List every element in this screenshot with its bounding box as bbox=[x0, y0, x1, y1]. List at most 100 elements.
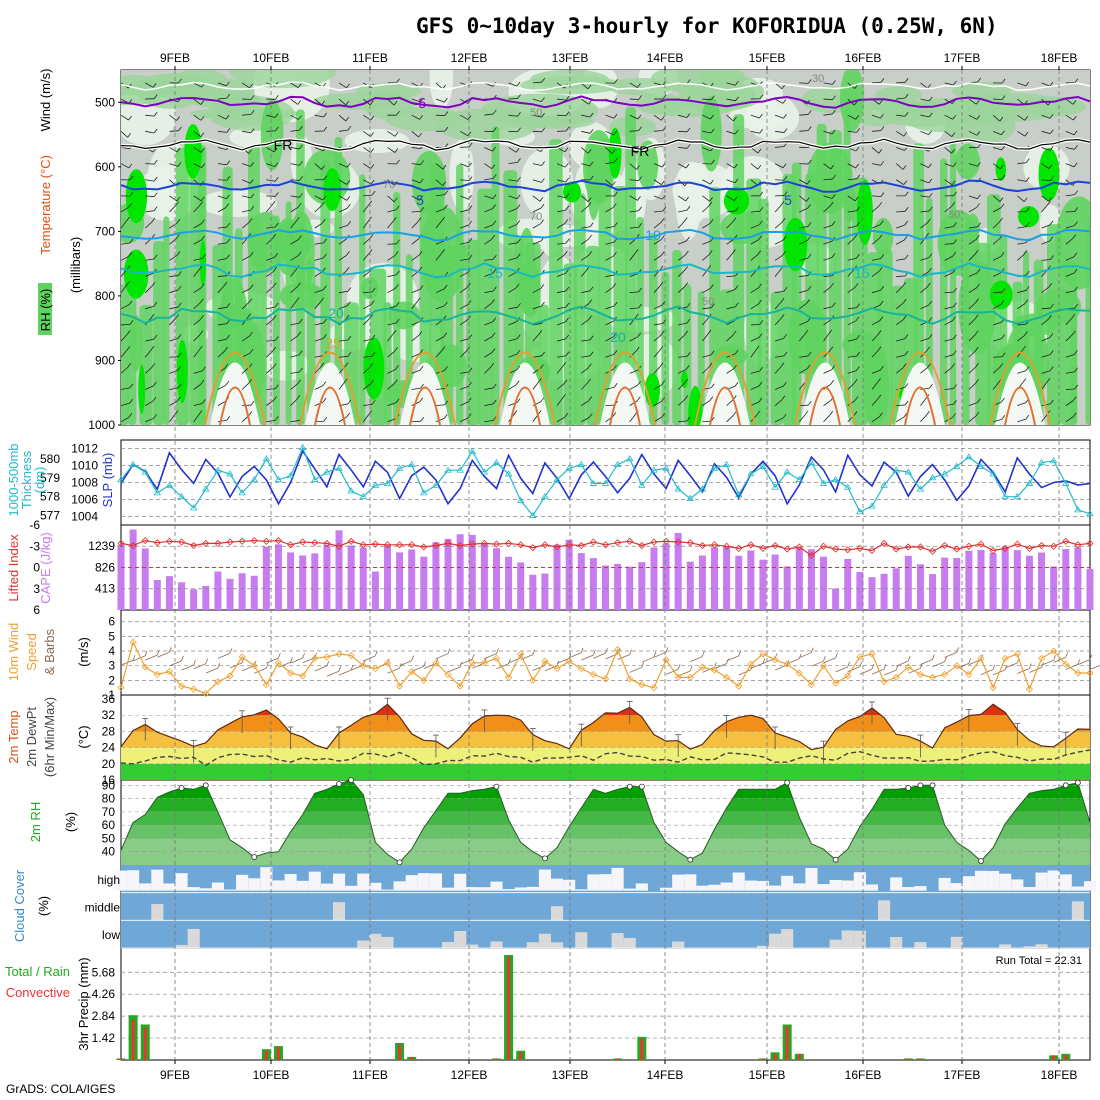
cape-bar bbox=[698, 555, 706, 610]
wind-barb bbox=[1041, 370, 1051, 374]
wind-barb bbox=[799, 289, 809, 294]
wind-speed-marker bbox=[529, 676, 537, 684]
wind-barb bbox=[266, 286, 274, 293]
wind-barb-flag bbox=[637, 196, 641, 201]
cloud-gap bbox=[308, 871, 321, 891]
wind-barb bbox=[387, 255, 396, 261]
wind-barb-flag bbox=[517, 303, 521, 308]
wind-barb bbox=[435, 220, 442, 229]
rh-tick-label: 50 bbox=[102, 831, 116, 845]
wind-barb bbox=[266, 256, 275, 261]
wind-barb bbox=[920, 414, 927, 423]
isotherm-label: 5 bbox=[784, 192, 792, 208]
wind-barb bbox=[944, 354, 954, 358]
wind-barb-flag bbox=[250, 193, 255, 199]
thickness-marker bbox=[977, 462, 985, 469]
wind-barb-10m bbox=[363, 655, 376, 662]
wind-speed-marker bbox=[165, 667, 174, 676]
cape-axis-label: CAPE (J/kg) bbox=[38, 532, 53, 604]
wind-barb-flag bbox=[275, 336, 279, 341]
li-marker bbox=[723, 542, 731, 550]
cape-bar bbox=[602, 565, 609, 610]
wind-barb-10m-flag bbox=[459, 661, 463, 668]
wind-barb bbox=[750, 337, 760, 342]
isotherm-30 bbox=[709, 386, 741, 425]
wind-barb bbox=[702, 240, 711, 245]
wind-barb bbox=[193, 370, 203, 374]
wind-barb-flag bbox=[369, 234, 374, 239]
wind-barb-flag bbox=[249, 251, 254, 257]
wind-speed-marker bbox=[432, 659, 440, 667]
wind-speed-marker bbox=[517, 650, 525, 658]
wind-barb-flag bbox=[226, 238, 231, 244]
wind-barb bbox=[314, 147, 324, 152]
wind-barb bbox=[532, 255, 541, 261]
wind-barb-flag bbox=[952, 252, 956, 257]
wind-barb bbox=[290, 179, 300, 181]
wind-barb-flag bbox=[321, 165, 325, 170]
wind-barb bbox=[968, 415, 977, 423]
thickness-marker bbox=[1025, 479, 1034, 486]
li-marker bbox=[710, 541, 719, 549]
cloud-gap bbox=[284, 874, 297, 891]
wind-barb bbox=[968, 253, 976, 261]
rh-band bbox=[121, 780, 1090, 799]
rh-surface-dry bbox=[305, 362, 355, 425]
wind-barb bbox=[605, 226, 615, 229]
precip-conv-bar bbox=[640, 1038, 644, 1060]
cape-bar bbox=[880, 573, 888, 610]
wind-barb-flag bbox=[200, 100, 205, 105]
thickness-slp-panel bbox=[117, 443, 1094, 518]
wind-barb-flag bbox=[928, 178, 933, 184]
wind-speed-marker bbox=[456, 682, 464, 690]
wind-barb-flag bbox=[371, 400, 376, 405]
wind-barb bbox=[411, 114, 420, 120]
wind-barb-flag bbox=[1050, 399, 1054, 405]
wind-barb bbox=[362, 270, 371, 277]
cloud-gap bbox=[732, 872, 745, 891]
wind-barb bbox=[314, 322, 324, 326]
wind-barb bbox=[847, 370, 857, 374]
wind-barb-flag bbox=[226, 93, 231, 99]
li-tick-label: 0 bbox=[33, 561, 40, 575]
wind-barb-flag bbox=[589, 286, 594, 292]
wind-barb bbox=[169, 306, 179, 310]
wind-tick-label: 3 bbox=[108, 659, 115, 673]
wind-barb-10m-flag bbox=[835, 652, 838, 659]
wind-barb bbox=[750, 114, 760, 119]
wind-barb bbox=[581, 367, 589, 374]
wind-barb-flag bbox=[589, 335, 594, 341]
wind-barb bbox=[653, 239, 662, 245]
wind-barb bbox=[726, 399, 734, 406]
cloud-gap bbox=[357, 940, 370, 948]
wind-barb-flag bbox=[685, 365, 690, 370]
wind-barb bbox=[774, 385, 784, 390]
thickness-marker bbox=[868, 502, 876, 509]
cape-tick-label: 413 bbox=[95, 582, 115, 596]
wind-barb-flag bbox=[929, 384, 933, 389]
wind-barb-flag bbox=[248, 218, 253, 223]
wind-barb-flag bbox=[444, 111, 449, 116]
wind-barb-10m bbox=[435, 653, 449, 660]
wind-barb bbox=[847, 257, 857, 261]
wind-barb bbox=[605, 207, 614, 213]
wind-barb bbox=[1089, 211, 1090, 212]
cloud-gap bbox=[550, 942, 564, 948]
wind-barb-flag bbox=[879, 412, 883, 417]
wind-barb bbox=[459, 350, 467, 358]
wind-barb bbox=[169, 400, 178, 406]
wind-barb-flag bbox=[927, 363, 931, 368]
wind-barb bbox=[847, 382, 855, 390]
wind-barb bbox=[435, 388, 445, 390]
wind-barb bbox=[314, 271, 323, 277]
wind-barb bbox=[266, 388, 276, 390]
wind-barb-flag bbox=[927, 267, 932, 273]
cloud-gap bbox=[769, 933, 782, 948]
wind-barb bbox=[823, 178, 833, 181]
cloud-gap bbox=[502, 889, 515, 891]
wind-barb-flag bbox=[880, 192, 885, 197]
rh2m-marker bbox=[251, 854, 258, 860]
cape-bar bbox=[226, 578, 234, 610]
wind-barb-flag bbox=[540, 203, 545, 209]
wind-barb-flag bbox=[178, 352, 182, 357]
